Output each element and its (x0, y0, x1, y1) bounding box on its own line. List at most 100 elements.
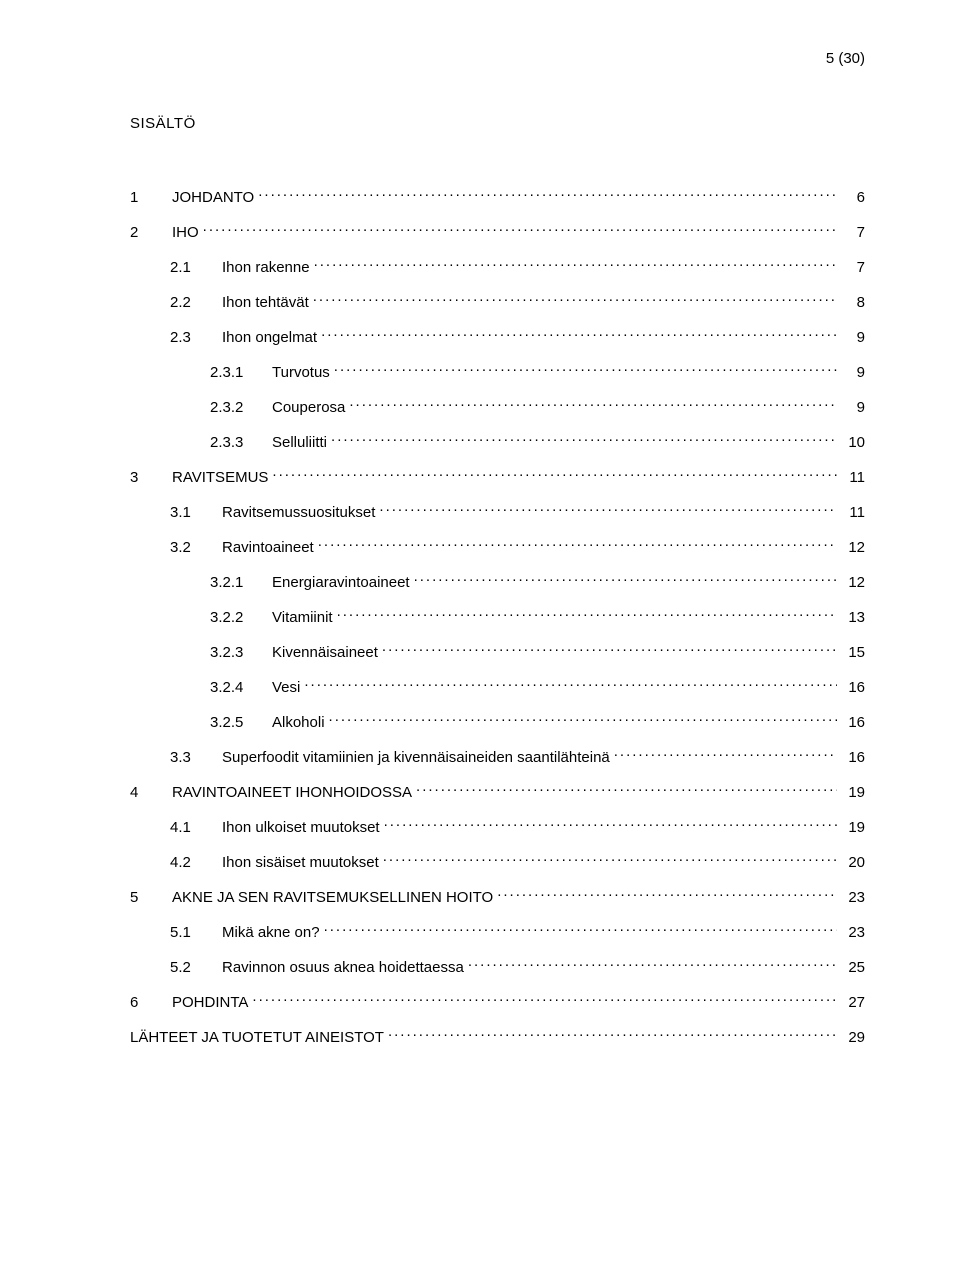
toc-entry-title: Ravintoaineet (222, 537, 314, 558)
toc-entry-number: 3.2 (170, 537, 208, 558)
toc-entry-title: Ravitsemussuositukset (222, 502, 375, 523)
toc-row: 4 RAVINTOAINEET IHONHOIDOSSA 19 (130, 782, 865, 803)
toc-entry-title: Turvotus (272, 362, 330, 383)
toc-entry-number: 2.1 (170, 257, 208, 278)
toc-entry-page: 16 (841, 747, 865, 768)
toc-leader-dots (258, 187, 837, 202)
toc-entry-number: 4 (130, 782, 158, 803)
toc-leader-dots (414, 572, 837, 587)
toc-row: 3RAVITSEMUS11 (130, 467, 865, 488)
toc-entry-page: 7 (841, 222, 865, 243)
toc-entry-number: 6 (130, 992, 158, 1013)
toc-entry-page: 27 (841, 992, 865, 1013)
toc-entry-page: 9 (841, 397, 865, 418)
toc-row: 3.2 Ravintoaineet 12 (170, 537, 865, 558)
toc-entry-number: 3.3 (170, 747, 208, 768)
toc-list: 1JOHDANTO62IHO72.1Ihon rakenne72.2Ihon t… (130, 187, 865, 1048)
toc-entry-page: 9 (841, 327, 865, 348)
toc-entry-title: Selluliitti (272, 432, 327, 453)
toc-row: LÄHTEET JA TUOTETUT AINEISTOT 29 (130, 1027, 865, 1048)
toc-row: 5.1Mikä akne on?23 (170, 922, 865, 943)
page-number: 5 (30) (826, 50, 865, 67)
toc-entry-title: Kivennäisaineet (272, 642, 378, 663)
toc-leader-dots (321, 327, 837, 342)
toc-leader-dots (252, 992, 837, 1007)
toc-leader-dots (349, 397, 837, 412)
toc-entry-page: 19 (841, 782, 865, 803)
toc-entry-page: 20 (841, 852, 865, 873)
toc-entry-title: Ihon ongelmat (222, 327, 317, 348)
toc-row: 6POHDINTA27 (130, 992, 865, 1013)
toc-entry-page: 12 (841, 572, 865, 593)
toc-row: 2.2Ihon tehtävät8 (170, 292, 865, 313)
toc-row: 3.2.1 Energiaravintoaineet 12 (210, 572, 865, 593)
toc-leader-dots (314, 257, 837, 272)
toc-heading: SISÄLTÖ (130, 115, 865, 132)
toc-row: 3.2.5 Alkoholi 16 (210, 712, 865, 733)
toc-leader-dots (388, 1027, 837, 1042)
toc-leader-dots (334, 362, 837, 377)
toc-row: 3.2.3Kivennäisaineet15 (210, 642, 865, 663)
toc-entry-title: Alkoholi (272, 712, 325, 733)
toc-entry-title: Ihon tehtävät (222, 292, 309, 313)
toc-entry-title: LÄHTEET JA TUOTETUT AINEISTOT (130, 1027, 384, 1048)
toc-entry-number: 4.2 (170, 852, 208, 873)
toc-row: 1JOHDANTO6 (130, 187, 865, 208)
toc-leader-dots (468, 957, 837, 972)
toc-entry-title: RAVINTOAINEET IHONHOIDOSSA (172, 782, 412, 803)
toc-entry-page: 23 (841, 922, 865, 943)
toc-entry-title: Vesi (272, 677, 300, 698)
toc-leader-dots (304, 677, 837, 692)
toc-entry-page: 29 (841, 1027, 865, 1048)
toc-row: 5AKNE JA SEN RAVITSEMUKSELLINEN HOITO23 (130, 887, 865, 908)
toc-row: 3.3 Superfoodit vitamiinien ja kivennäisa… (170, 747, 865, 768)
toc-leader-dots (383, 852, 837, 867)
toc-row: 3.2.4Vesi16 (210, 677, 865, 698)
toc-entry-title: JOHDANTO (172, 187, 254, 208)
toc-leader-dots (331, 432, 837, 447)
toc-leader-dots (416, 782, 837, 797)
toc-leader-dots (329, 712, 837, 727)
toc-entry-number: 2.3.1 (210, 362, 258, 383)
toc-entry-number: 2.3.2 (210, 397, 258, 418)
toc-entry-title: Ihon rakenne (222, 257, 310, 278)
toc-leader-dots (318, 537, 837, 552)
toc-entry-title: RAVITSEMUS (172, 467, 268, 488)
toc-leader-dots (272, 467, 837, 482)
toc-entry-page: 9 (841, 362, 865, 383)
toc-row: 2IHO7 (130, 222, 865, 243)
toc-entry-title: Energiaravintoaineet (272, 572, 410, 593)
toc-entry-number: 2 (130, 222, 158, 243)
toc-row: 2.3.2Couperosa9 (210, 397, 865, 418)
toc-leader-dots (203, 222, 837, 237)
toc-entry-number: 3.2.3 (210, 642, 258, 663)
toc-entry-number: 3.1 (170, 502, 208, 523)
toc-leader-dots (324, 922, 837, 937)
toc-row: 2.3 Ihon ongelmat 9 (170, 327, 865, 348)
toc-entry-title: AKNE JA SEN RAVITSEMUKSELLINEN HOITO (172, 887, 493, 908)
toc-row: 4.2Ihon sisäiset muutokset20 (170, 852, 865, 873)
toc-leader-dots (313, 292, 837, 307)
toc-entry-page: 12 (841, 537, 865, 558)
toc-entry-title: Ihon ulkoiset muutokset (222, 817, 380, 838)
toc-entry-number: 4.1 (170, 817, 208, 838)
toc-leader-dots (384, 817, 837, 832)
toc-entry-number: 2.3.3 (210, 432, 258, 453)
document-page: 5 (30) SISÄLTÖ 1JOHDANTO62IHO72.1Ihon ra… (0, 0, 960, 1275)
toc-entry-page: 6 (841, 187, 865, 208)
toc-row: 5.2Ravinnon osuus aknea hoidettaessa25 (170, 957, 865, 978)
toc-entry-number: 5.2 (170, 957, 208, 978)
toc-entry-number: 2.3 (170, 327, 208, 348)
toc-entry-number: 3.2.5 (210, 712, 258, 733)
toc-entry-page: 25 (841, 957, 865, 978)
toc-leader-dots (497, 887, 837, 902)
toc-entry-page: 16 (841, 712, 865, 733)
toc-entry-page: 10 (841, 432, 865, 453)
toc-entry-title: Superfoodit vitamiinien ja kivennäisaine… (222, 747, 610, 768)
toc-leader-dots (337, 607, 837, 622)
toc-entry-number: 3.2.1 (210, 572, 258, 593)
toc-row: 2.3.1 Turvotus 9 (210, 362, 865, 383)
toc-entry-title: Vitamiinit (272, 607, 333, 628)
toc-leader-dots (382, 642, 837, 657)
toc-entry-number: 2.2 (170, 292, 208, 313)
